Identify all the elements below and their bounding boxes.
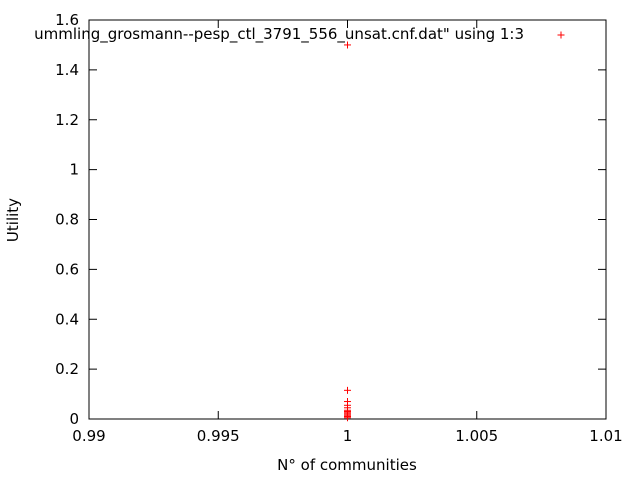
y-tick-label: 0.4 bbox=[55, 310, 79, 328]
y-tick-label: 1.2 bbox=[55, 111, 79, 129]
x-tick-label: 1.01 bbox=[589, 427, 622, 445]
legend-label: ummling_grosmann--pesp_ctl_3791_556_unsa… bbox=[34, 25, 524, 44]
x-tick-label: 0.99 bbox=[72, 427, 105, 445]
data-points bbox=[344, 41, 351, 422]
x-axis-label: N° of communities bbox=[277, 456, 417, 474]
plot-area-frame bbox=[88, 19, 607, 420]
y-axis: 0 0.2 0.4 0.6 0.8 1 1.2 1.4 1.6 bbox=[55, 11, 606, 428]
legend: ummling_grosmann--pesp_ctl_3791_556_unsa… bbox=[34, 25, 565, 44]
data-point bbox=[344, 41, 351, 49]
y-tick-label: 0.6 bbox=[55, 260, 79, 278]
y-tick-label: 1.4 bbox=[55, 61, 79, 79]
legend-marker bbox=[557, 31, 565, 39]
y-tick-label: 1.6 bbox=[55, 11, 79, 29]
x-tick-label: 0.995 bbox=[197, 427, 240, 445]
x-tick-label: 1 bbox=[343, 427, 353, 445]
legend-marker-plus bbox=[557, 31, 565, 39]
data-point bbox=[344, 414, 351, 422]
data-point bbox=[344, 386, 351, 394]
y-tick-label: 0.8 bbox=[55, 211, 79, 229]
y-tick-label: 1 bbox=[69, 161, 79, 179]
y-tick-label: 0 bbox=[69, 410, 79, 428]
y-axis-label: Utility bbox=[4, 198, 22, 242]
x-tick-label: 1.005 bbox=[455, 427, 498, 445]
y-tick-label: 0.2 bbox=[55, 360, 79, 378]
x-axis: 0.99 0.995 1 1.005 1.01 bbox=[72, 20, 623, 445]
